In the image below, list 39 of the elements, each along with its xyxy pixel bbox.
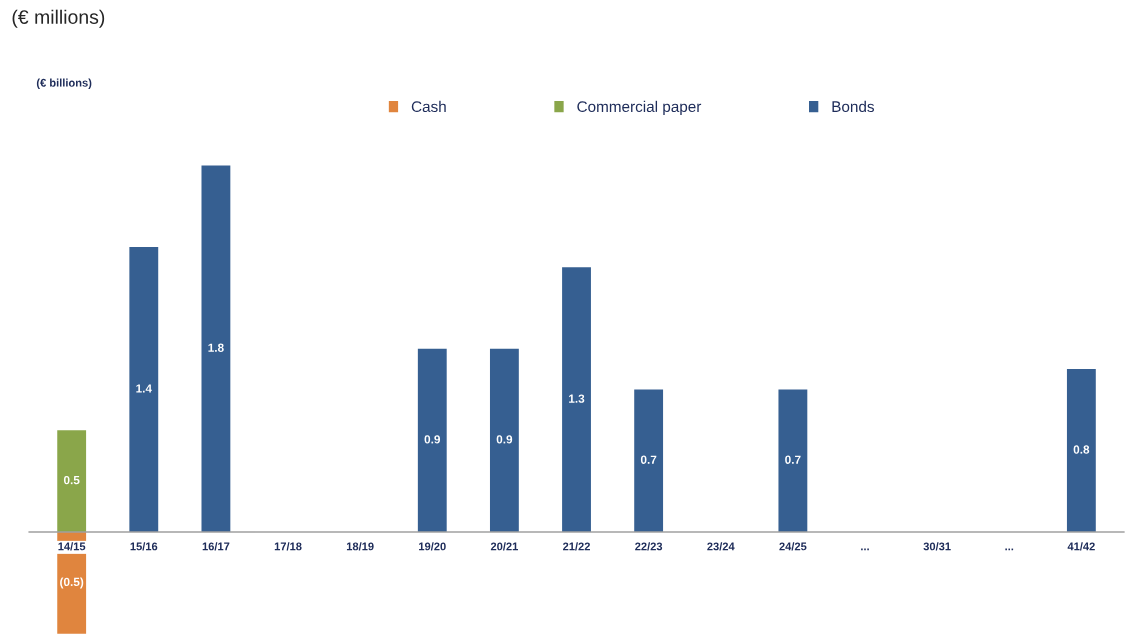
x-tick-label: 19/20 xyxy=(419,542,446,551)
bar xyxy=(562,267,591,532)
data-label: 0.9 xyxy=(496,435,513,444)
x-tick-label: 24/25 xyxy=(779,542,807,551)
x-tick-label: 23/24 xyxy=(707,542,735,551)
chart-subtitle: (€ billions) xyxy=(36,78,92,89)
x-tick-label: 20/21 xyxy=(490,542,518,551)
bar xyxy=(1066,369,1096,532)
bar xyxy=(129,246,159,532)
x-tick-label: 30/31 xyxy=(923,542,951,551)
bar xyxy=(489,348,519,532)
x-tick-label: 18/19 xyxy=(346,542,374,551)
x-tick-label: 16/17 xyxy=(202,542,230,551)
data-label: 0.8 xyxy=(1073,445,1090,454)
bar xyxy=(417,348,447,532)
legend-label: Cash xyxy=(411,100,446,113)
data-label: 1.3 xyxy=(569,394,585,403)
legend-label: Bonds xyxy=(832,100,874,113)
bar xyxy=(634,389,664,532)
data-label: 0.5 xyxy=(63,475,80,485)
data-label: 0.7 xyxy=(785,455,801,464)
bar xyxy=(201,165,231,532)
bar xyxy=(57,430,87,532)
legend-label: Commercial paper xyxy=(577,100,702,116)
x-tick-label: ... xyxy=(861,548,869,551)
data-label: (0.5) xyxy=(60,577,84,589)
x-tick-label: 17/18 xyxy=(274,542,302,551)
data-label: 1.8 xyxy=(208,343,224,352)
bar xyxy=(778,389,808,532)
x-tick-label: ... xyxy=(1005,548,1014,551)
x-tick-label: 41/42 xyxy=(1067,542,1095,551)
x-tick-label: 22/23 xyxy=(635,542,663,551)
data-label: 0.9 xyxy=(424,435,441,444)
data-label: 1.4 xyxy=(136,384,152,393)
data-label: 0.7 xyxy=(640,455,657,464)
x-tick-label: 21/22 xyxy=(563,542,590,551)
x-tick-label: 15/16 xyxy=(130,542,158,551)
x-tick-label: 14/15 xyxy=(58,542,86,551)
chart-title: (€ millions) xyxy=(12,9,105,28)
